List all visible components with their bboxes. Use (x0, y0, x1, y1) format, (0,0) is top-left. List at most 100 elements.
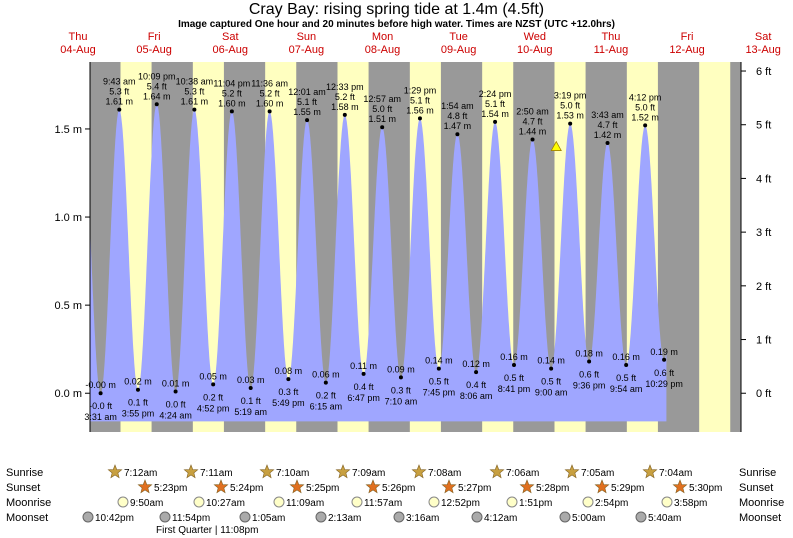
high-tide-feet: 5.1 ft (485, 99, 506, 109)
low-tide-point (624, 363, 629, 368)
low-tide-point (587, 359, 592, 364)
sunset-icon (213, 479, 229, 494)
low-tide-point (248, 385, 253, 390)
high-tide-feet: 5.1 ft (297, 97, 318, 107)
moonrise-label-right: Moonrise (739, 497, 785, 509)
low-tide-feet: 0.2 ft (203, 392, 224, 402)
high-tide-feet: 5.1 ft (410, 95, 431, 105)
low-tide-metres: 0.09 m (387, 364, 415, 374)
left-tick-label: 0.0 m (54, 388, 82, 400)
right-tick-label: 1 ft (756, 335, 771, 347)
right-tick-label: 6 ft (756, 66, 771, 78)
low-tide-point (436, 366, 441, 371)
high-tide-time: 11:04 pm (213, 78, 250, 88)
high-tide-metres: 1.61 m (106, 97, 134, 107)
low-tide-point (211, 382, 216, 387)
moonset-icon (559, 511, 571, 523)
low-tide-time: 4:52 pm (197, 403, 230, 413)
moonrise-time: 12:52pm (441, 498, 480, 509)
high-tide-time: 11:36 am (251, 78, 288, 88)
right-tick-label: 0 ft (756, 388, 771, 400)
high-tide-feet: 5.2 ft (222, 88, 243, 98)
chart-title: Cray Bay: rising spring tide at 1.4m (4.… (248, 1, 545, 18)
high-tide-metres: 1.64 m (143, 91, 171, 101)
low-tide-point (361, 371, 366, 376)
high-tide-metres: 1.52 m (631, 112, 659, 122)
high-tide-point (455, 132, 460, 137)
high-tide-feet: 5.2 ft (260, 88, 281, 98)
low-tide-time: 9:36 pm (573, 381, 606, 391)
low-tide-point (511, 363, 516, 368)
day-name: Mon (372, 31, 393, 43)
sunrise-icon (564, 464, 580, 479)
moonrise-time: 11:09am (286, 498, 324, 509)
high-tide-feet: 5.0 ft (635, 102, 656, 112)
day-date: 10-Aug (517, 44, 552, 56)
moonset-label-left: Moonset (6, 512, 49, 524)
left-tick-label: 1.0 m (54, 212, 82, 224)
high-tide-time: 2:50 am (516, 107, 549, 117)
high-tide-metres: 1.47 m (444, 121, 472, 131)
sunset-icon (441, 479, 457, 494)
day-date: 07-Aug (289, 44, 324, 56)
high-tide-metres: 1.56 m (406, 105, 434, 115)
high-tide-time: 1:54 am (441, 101, 474, 111)
day-date: 05-Aug (136, 44, 171, 56)
moonrise-icon (273, 496, 285, 508)
moonrise-label-left: Moonrise (6, 497, 52, 509)
low-tide-metres: 0.14 m (425, 356, 453, 366)
low-tide-metres: 0.11 m (350, 361, 377, 371)
sunset-time: 5:27pm (458, 483, 491, 494)
moonset-time: 4:12am (484, 513, 517, 524)
low-tide-time: 6:47 pm (347, 393, 380, 403)
sunset-label-right: Sunset (739, 482, 774, 494)
moonset-time: 1:05am (252, 513, 285, 524)
moonrise-icon (117, 496, 129, 508)
day-name: Thu (69, 31, 88, 43)
sunset-time: 5:29pm (611, 483, 644, 494)
moonrise-time: 1:51pm (519, 498, 552, 509)
low-tide-feet: 0.1 ft (241, 396, 262, 406)
low-tide-time: 7:45 pm (423, 388, 456, 398)
low-tide-time: 9:00 am (535, 388, 568, 398)
sunrise-time: 7:10am (276, 468, 309, 479)
current-tide-marker (550, 140, 562, 151)
high-tide-metres: 1.60 m (218, 98, 246, 108)
day-name: Wed (524, 31, 546, 43)
moonrise-time: 9:50am (130, 498, 163, 509)
sunset-time: 5:25pm (306, 483, 339, 494)
low-tide-feet: 0.4 ft (466, 380, 487, 390)
day-date: 13-Aug (745, 44, 780, 56)
high-tide-time: 2:24 pm (479, 89, 512, 99)
low-tide-time: 3:55 pm (122, 409, 155, 419)
low-tide-time: 7:10 am (385, 396, 418, 406)
moonset-icon (471, 511, 483, 523)
sunrise-icon (642, 464, 658, 479)
low-tide-feet: 0.5 ft (616, 373, 637, 383)
day-name: Sat (755, 31, 772, 43)
high-tide-feet: 5.4 ft (147, 81, 168, 91)
high-tide-time: 1:29 pm (404, 85, 437, 95)
right-tick-label: 5 ft (756, 120, 771, 132)
sunset-icon (519, 479, 535, 494)
high-tide-point (192, 107, 197, 112)
high-tide-point (605, 141, 610, 146)
moonset-label-right: Moonset (739, 512, 782, 524)
sunrise-label-right: Sunrise (739, 467, 777, 479)
low-tide-point (398, 375, 403, 380)
low-tide-point (662, 357, 667, 362)
low-tide-feet: 0.5 ft (541, 377, 562, 387)
high-tide-metres: 1.54 m (481, 109, 509, 119)
low-tide-metres: 0.05 m (199, 371, 227, 381)
sunset-time: 5:26pm (382, 483, 415, 494)
low-tide-time: 6:15 am (310, 402, 343, 412)
low-tide-metres: 0.18 m (575, 349, 603, 359)
sunrise-icon (489, 464, 505, 479)
low-tide-point (135, 387, 140, 392)
day-name: Tue (449, 31, 468, 43)
sunset-icon (137, 479, 153, 494)
low-tide-feet: 0.3 ft (278, 387, 299, 397)
high-tide-feet: 4.8 ft (447, 111, 468, 121)
sunrise-icon (259, 464, 275, 479)
